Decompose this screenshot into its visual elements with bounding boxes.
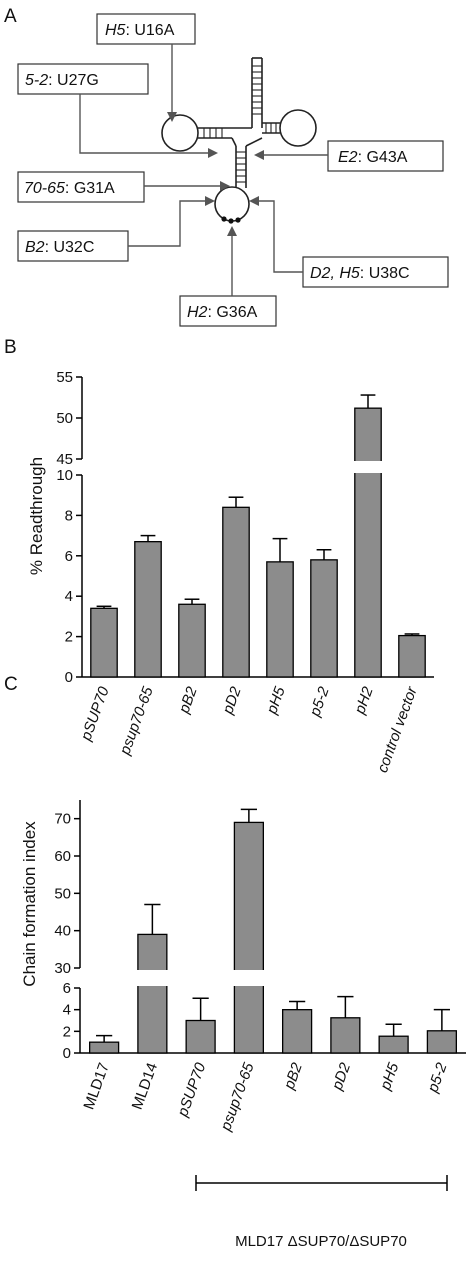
svg-text:D2, H5: U38C: D2, H5: U38C	[310, 265, 410, 282]
mutation-box-h2: H2: G36A	[180, 296, 276, 326]
mutation-box-d2-h5: D2, H5: U38C	[303, 257, 448, 287]
bar-3	[223, 507, 249, 677]
category-label-4: pH5	[263, 684, 289, 717]
bar-2	[179, 604, 205, 677]
svg-text:5-2: U27G: 5-2: U27G	[25, 72, 99, 89]
category-label-3: pD2	[219, 684, 245, 717]
strain-bracket: MLD17 ΔSUP70/ΔSUP70	[196, 1175, 447, 1250]
y-tick-label: 45	[56, 451, 73, 468]
chart-chain-formation: 0 2 4 6 30 40 50 60 70 MLD17 MLD14 pSUP70 psup70-65 p…	[54, 800, 466, 1134]
svg-text:70-65: G31A: 70-65: G31A	[24, 180, 115, 197]
category-label-7: control vector	[374, 684, 421, 775]
category-label-5: pD2	[328, 1060, 354, 1093]
bar-break-gap	[233, 970, 264, 986]
y-tick-label: 4	[63, 1002, 71, 1019]
category-label-0: pSUP70	[77, 684, 113, 744]
category-label-2: pSUP70	[174, 1060, 210, 1120]
bar-0	[91, 608, 117, 677]
bar-0	[90, 1042, 119, 1053]
bar-5	[311, 560, 337, 677]
mutation-box-70-65: 70-65: G31A	[18, 172, 144, 202]
bar-7	[427, 1031, 456, 1053]
bar-break-gap	[354, 461, 382, 473]
y-tick-label: 50	[54, 885, 71, 902]
mutation-box-e2: E2: G43A	[328, 141, 443, 171]
y-tick-label: 2	[65, 629, 73, 646]
bar-break-gap	[137, 970, 168, 986]
y-tick-label: 40	[54, 923, 71, 940]
bar-4	[283, 1010, 312, 1053]
trna-structure-diagram	[162, 58, 316, 224]
bar-4	[267, 562, 293, 677]
bar-3	[234, 822, 263, 1053]
category-label-5: p5-2	[306, 684, 333, 720]
category-label-0: MLD17	[80, 1061, 113, 1112]
mutation-box-5-2: 5-2: U27G	[18, 64, 148, 94]
category-label-7: p5-2	[424, 1060, 451, 1096]
y-tick-label: 30	[54, 960, 71, 977]
y-tick-label: 50	[56, 410, 73, 427]
y-tick-label: 4	[65, 588, 73, 605]
y-tick-label: 0	[65, 669, 73, 686]
category-label-6: pH5	[377, 1060, 403, 1093]
mutation-box-b2: B2: U32C	[18, 231, 128, 261]
y-tick-label: 6	[63, 980, 71, 997]
bar-5	[331, 1018, 360, 1053]
y-axis-title-chain-formation: Chain formation index	[20, 821, 39, 987]
category-label-1: MLD14	[129, 1061, 162, 1112]
panel-a: A	[4, 6, 448, 326]
y-tick-label: 8	[65, 507, 73, 524]
bar-6	[355, 408, 381, 677]
bar-7	[399, 636, 425, 677]
category-label-4: pB2	[280, 1060, 306, 1092]
y-tick-label: 70	[54, 811, 71, 828]
strain-bracket-label: MLD17 ΔSUP70/ΔSUP70	[235, 1233, 407, 1250]
svg-text:B2: U32C: B2: U32C	[25, 239, 94, 256]
bar-1	[135, 542, 161, 677]
y-tick-label: 6	[65, 548, 73, 565]
panel-c: C Chain formation index 0 2 4 6 30 40 50 60 70 ML…	[4, 674, 466, 1250]
category-label-2: pB2	[175, 684, 201, 716]
y-tick-label: 10	[56, 467, 73, 484]
category-label-3: psup70-65	[217, 1060, 258, 1134]
y-tick-label: 60	[54, 848, 71, 865]
bar-2	[186, 1021, 215, 1054]
y-tick-label: 0	[63, 1045, 71, 1062]
category-label-6: pH2	[351, 684, 377, 717]
y-tick-label: 2	[63, 1023, 71, 1040]
category-label-1: psup70-65	[116, 684, 157, 758]
svg-text:H5: U16A: H5: U16A	[105, 22, 175, 39]
y-axis-title-readthrough: % Readthrough	[27, 457, 46, 575]
y-tick-label: 55	[56, 369, 73, 386]
panel-c-letter: C	[4, 674, 18, 695]
svg-text:H2: G36A: H2: G36A	[187, 304, 258, 321]
svg-text:E2: G43A: E2: G43A	[338, 149, 408, 166]
panel-a-letter: A	[4, 6, 17, 27]
bar-1	[138, 934, 167, 1053]
panel-b-letter: B	[4, 337, 17, 358]
mutation-box-h5: H5: U16A	[97, 14, 195, 44]
bar-6	[379, 1036, 408, 1053]
